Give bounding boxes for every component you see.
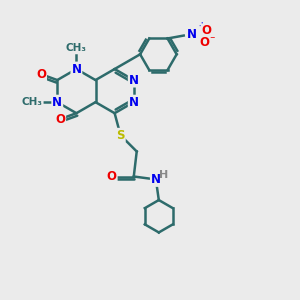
Text: O: O [36, 68, 46, 81]
Text: H: H [159, 170, 168, 180]
Text: N: N [52, 96, 62, 109]
Text: CH₃: CH₃ [22, 97, 43, 107]
Text: O: O [201, 24, 211, 37]
Text: ⁻: ⁻ [209, 36, 215, 46]
Text: O: O [55, 112, 65, 126]
Text: N: N [71, 62, 81, 76]
Text: O: O [199, 36, 209, 50]
Text: N: N [129, 74, 139, 87]
Text: O: O [107, 170, 117, 183]
Text: CH₃: CH₃ [66, 44, 87, 53]
Text: N: N [151, 173, 161, 186]
Text: +: + [198, 21, 205, 30]
Text: N: N [187, 28, 197, 40]
Text: S: S [116, 129, 125, 142]
Text: N: N [129, 96, 139, 109]
